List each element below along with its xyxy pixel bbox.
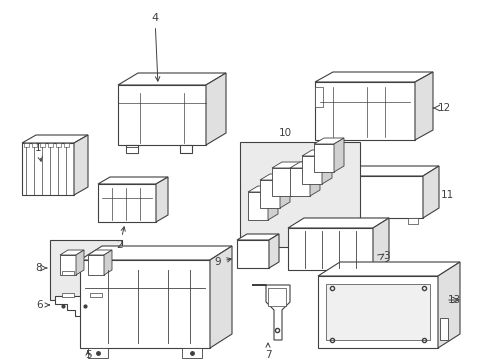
Polygon shape — [237, 240, 268, 268]
Polygon shape — [88, 255, 104, 275]
Bar — [325, 284, 429, 340]
Bar — [182, 348, 202, 358]
Polygon shape — [333, 138, 343, 172]
Bar — [323, 218, 332, 224]
Polygon shape — [372, 218, 388, 270]
Bar — [40, 143, 45, 147]
Bar — [126, 147, 138, 153]
Polygon shape — [437, 262, 459, 348]
Polygon shape — [118, 85, 205, 145]
Bar — [64, 143, 69, 147]
Text: 1: 1 — [35, 143, 42, 161]
Bar — [180, 145, 192, 153]
Polygon shape — [317, 166, 438, 176]
Bar — [439, 318, 447, 340]
Bar — [56, 143, 61, 147]
Bar — [240, 142, 359, 247]
Polygon shape — [317, 262, 459, 276]
Text: 8: 8 — [35, 263, 42, 273]
Text: 6: 6 — [37, 300, 49, 310]
Polygon shape — [287, 228, 372, 270]
Polygon shape — [271, 162, 302, 168]
Polygon shape — [260, 174, 289, 180]
Polygon shape — [98, 177, 168, 184]
Polygon shape — [251, 285, 289, 340]
Bar — [88, 348, 108, 358]
Polygon shape — [260, 180, 280, 208]
Polygon shape — [104, 250, 112, 275]
Polygon shape — [267, 186, 278, 220]
Text: 11: 11 — [440, 190, 453, 200]
Polygon shape — [22, 135, 88, 143]
Text: 2: 2 — [117, 227, 125, 250]
Polygon shape — [314, 72, 432, 82]
Polygon shape — [309, 162, 319, 196]
Polygon shape — [291, 162, 302, 196]
Polygon shape — [313, 144, 333, 172]
Polygon shape — [88, 250, 112, 255]
Polygon shape — [313, 138, 343, 144]
Polygon shape — [321, 150, 331, 184]
Polygon shape — [317, 276, 437, 348]
Polygon shape — [289, 168, 309, 196]
Text: 9: 9 — [214, 257, 231, 267]
Polygon shape — [302, 150, 331, 156]
Polygon shape — [237, 234, 279, 240]
Polygon shape — [205, 73, 225, 145]
Polygon shape — [209, 246, 231, 348]
Polygon shape — [98, 184, 156, 222]
Polygon shape — [247, 192, 267, 220]
Text: 10: 10 — [278, 128, 291, 138]
Bar — [314, 87, 323, 107]
Bar — [407, 218, 417, 224]
Polygon shape — [271, 168, 291, 196]
Polygon shape — [22, 143, 74, 195]
Polygon shape — [118, 73, 225, 85]
Bar — [126, 145, 138, 153]
Polygon shape — [422, 166, 438, 218]
Polygon shape — [302, 156, 321, 184]
Polygon shape — [287, 218, 388, 228]
Text: 4: 4 — [151, 13, 160, 81]
Polygon shape — [74, 135, 88, 195]
Bar — [62, 271, 74, 275]
Polygon shape — [60, 250, 84, 255]
Bar — [90, 293, 102, 297]
Polygon shape — [289, 162, 319, 168]
Polygon shape — [80, 260, 209, 348]
Bar — [24, 143, 29, 147]
Polygon shape — [317, 176, 422, 218]
Text: 13: 13 — [447, 295, 460, 305]
Bar — [32, 143, 37, 147]
Bar — [62, 293, 74, 297]
Polygon shape — [55, 296, 93, 316]
Text: 5: 5 — [84, 350, 91, 360]
Polygon shape — [76, 250, 84, 275]
Text: 12: 12 — [437, 103, 450, 113]
Bar — [267, 288, 285, 306]
Bar — [48, 143, 53, 147]
Text: 3: 3 — [382, 251, 389, 261]
Polygon shape — [80, 246, 231, 260]
Text: 7: 7 — [264, 343, 271, 360]
Polygon shape — [268, 234, 279, 268]
Polygon shape — [156, 177, 168, 222]
Polygon shape — [247, 186, 278, 192]
Polygon shape — [280, 174, 289, 208]
Bar — [50, 240, 122, 300]
Polygon shape — [414, 72, 432, 140]
Polygon shape — [60, 255, 76, 275]
Polygon shape — [314, 82, 414, 140]
